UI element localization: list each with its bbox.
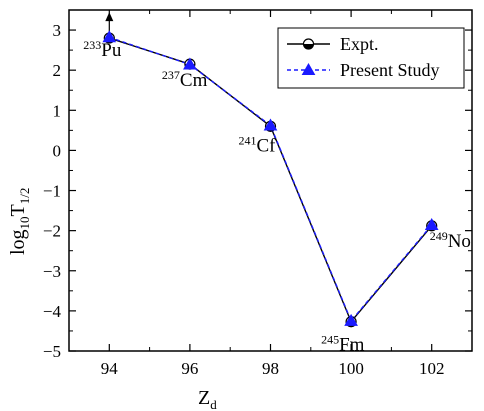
y-tick-label: −5	[43, 342, 61, 361]
isotope-symbol: Pu	[101, 40, 122, 61]
isotope-label: 233Pu	[83, 38, 122, 61]
isotope-mass: 233	[83, 38, 101, 52]
y-tick-label: 0	[53, 141, 62, 160]
isotope-mass: 237	[162, 68, 180, 82]
x-tick-label: 102	[419, 359, 445, 378]
present-study-point	[424, 218, 439, 231]
series-layer	[102, 12, 439, 328]
isotope-mass: 249	[430, 229, 448, 243]
x-axis-title-main: Z	[198, 387, 210, 409]
isotope-symbol: Cf	[257, 135, 277, 156]
isotope-label: 237Cm	[162, 68, 208, 91]
y-axis-title: log10T1/2	[7, 188, 32, 255]
isotope-symbol: No	[448, 231, 471, 252]
isotope-symbol: Fm	[339, 335, 365, 356]
y-tick-label: −4	[43, 302, 62, 321]
isotope-label: 249No	[430, 229, 471, 252]
lower-limit-arrow-head	[105, 12, 114, 22]
y-tick-label: 1	[53, 101, 62, 120]
y-tick-label: −2	[43, 222, 61, 241]
legend-label-present: Present Study	[340, 60, 440, 80]
y-axis-title-sub: 10	[17, 216, 32, 229]
annotation-layer: 233Pu 237Cm 241Cf 245Fm 249No	[83, 38, 471, 356]
y-axis-title-sub2: 1/2	[17, 188, 32, 205]
legend-marker-expt	[302, 38, 315, 50]
y-tick-label: −3	[43, 262, 61, 281]
isotope-label: 245Fm	[321, 333, 365, 356]
axes: 94 96 98 100 102 3 2 1 0 −1 −2 −3 −4 −5	[43, 9, 472, 378]
present-study-point	[263, 118, 278, 131]
present-study-point	[344, 313, 358, 326]
y-axis-title-t: T	[7, 204, 29, 216]
x-tick-label: 100	[338, 359, 364, 378]
isotope-symbol: Cm	[180, 70, 208, 91]
series-line-present	[109, 36, 433, 323]
legend-box	[277, 27, 465, 89]
x-tick-label: 98	[262, 359, 279, 378]
y-tick-label: 3	[53, 21, 62, 40]
legend-label-expt: Expt.	[340, 34, 379, 54]
present-study-point	[102, 30, 117, 43]
x-tick-label: 94	[101, 359, 119, 378]
isotope-mass: 245	[321, 333, 339, 347]
isotope-label: 241Cf	[239, 133, 277, 156]
present-study-point	[183, 57, 197, 70]
x-axis-title-sub: d	[210, 397, 217, 411]
legend: Expt. Present Study	[277, 27, 465, 89]
y-tick-label: −1	[43, 182, 61, 201]
y-tick-label: 2	[53, 61, 62, 80]
x-tick-label: 96	[181, 359, 198, 378]
legend-marker-present	[301, 62, 316, 75]
x-axis-title: Zd	[198, 387, 217, 411]
y-axis-title-log: log	[7, 229, 29, 255]
isotope-mass: 241	[239, 133, 257, 147]
